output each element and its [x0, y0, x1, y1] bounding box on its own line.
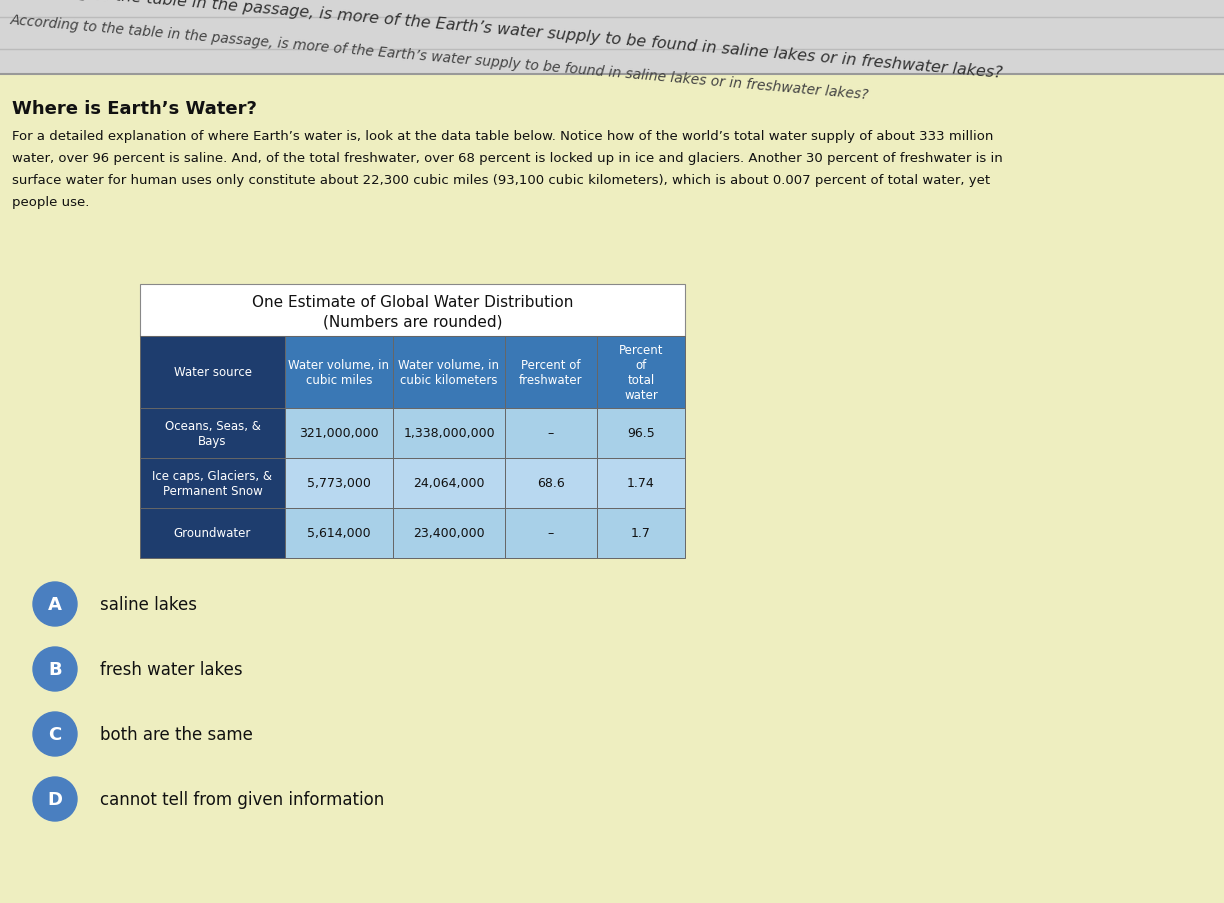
Text: Percent
of
total
water: Percent of total water: [619, 344, 663, 402]
Text: (Numbers are rounded): (Numbers are rounded): [323, 314, 502, 330]
Bar: [393, 508, 506, 558]
Circle shape: [33, 582, 77, 627]
Text: surface water for human uses only constitute about 22,300 cubic miles (93,100 cu: surface water for human uses only consti…: [12, 173, 990, 187]
Bar: [140, 459, 285, 508]
Text: Water volume, in
cubic miles: Water volume, in cubic miles: [289, 358, 389, 386]
Text: fresh water lakes: fresh water lakes: [100, 660, 242, 678]
Bar: [0, 0, 1224, 75]
Bar: [597, 408, 685, 459]
Text: A: A: [48, 595, 62, 613]
Text: Water volume, in
cubic kilometers: Water volume, in cubic kilometers: [399, 358, 499, 386]
Text: 5,614,000: 5,614,000: [307, 527, 371, 540]
Bar: [140, 337, 285, 408]
Text: B: B: [48, 660, 62, 678]
Text: water, over 96 percent is saline. And, of the total freshwater, over 68 percent : water, over 96 percent is saline. And, o…: [12, 152, 1002, 165]
Circle shape: [33, 777, 77, 821]
Bar: [506, 459, 597, 508]
Bar: [140, 508, 285, 558]
Bar: [597, 459, 685, 508]
Bar: [285, 408, 393, 459]
Text: saline lakes: saline lakes: [100, 595, 197, 613]
Text: Ice caps, Glaciers, &
Permanent Snow: Ice caps, Glaciers, & Permanent Snow: [153, 470, 273, 498]
Text: cannot tell from given information: cannot tell from given information: [100, 790, 384, 808]
Text: Oceans, Seas, &
Bays: Oceans, Seas, & Bays: [164, 420, 261, 448]
Text: 23,400,000: 23,400,000: [414, 527, 485, 540]
Text: C: C: [49, 725, 61, 743]
Bar: [597, 508, 685, 558]
Text: people use.: people use.: [12, 196, 89, 209]
Text: 24,064,000: 24,064,000: [414, 477, 485, 490]
Bar: [140, 408, 285, 459]
Text: According to the table in the passage, is more of the Earth’s water supply to be: According to the table in the passage, i…: [10, 0, 1004, 80]
Bar: [506, 408, 597, 459]
Circle shape: [33, 712, 77, 756]
Text: One Estimate of Global Water Distribution: One Estimate of Global Water Distributio…: [252, 294, 573, 310]
Text: 1,338,000,000: 1,338,000,000: [403, 427, 494, 440]
Text: –: –: [548, 427, 554, 440]
Text: D: D: [48, 790, 62, 808]
Text: According to the table in the passage, is more of the Earth’s water supply to be: According to the table in the passage, i…: [10, 14, 870, 102]
Text: For a detailed explanation of where Earth’s water is, look at the data table bel: For a detailed explanation of where Eart…: [12, 130, 994, 143]
Circle shape: [33, 647, 77, 691]
Text: 1.7: 1.7: [632, 527, 651, 540]
Bar: [285, 508, 393, 558]
Bar: [285, 337, 393, 408]
Text: –: –: [548, 527, 554, 540]
Text: 68.6: 68.6: [537, 477, 564, 490]
Bar: [393, 408, 506, 459]
Text: Where is Earth’s Water?: Where is Earth’s Water?: [12, 100, 257, 118]
Text: Water source: Water source: [174, 366, 251, 379]
Bar: [506, 508, 597, 558]
Bar: [285, 459, 393, 508]
Text: 321,000,000: 321,000,000: [299, 427, 378, 440]
Text: Groundwater: Groundwater: [174, 527, 251, 540]
Bar: [597, 337, 685, 408]
Bar: [393, 459, 506, 508]
Text: both are the same: both are the same: [100, 725, 253, 743]
Text: Percent of
freshwater: Percent of freshwater: [519, 358, 583, 386]
Text: 1.74: 1.74: [627, 477, 655, 490]
Text: 5,773,000: 5,773,000: [307, 477, 371, 490]
Bar: [140, 284, 685, 337]
Text: 96.5: 96.5: [627, 427, 655, 440]
Bar: [393, 337, 506, 408]
Bar: [506, 337, 597, 408]
